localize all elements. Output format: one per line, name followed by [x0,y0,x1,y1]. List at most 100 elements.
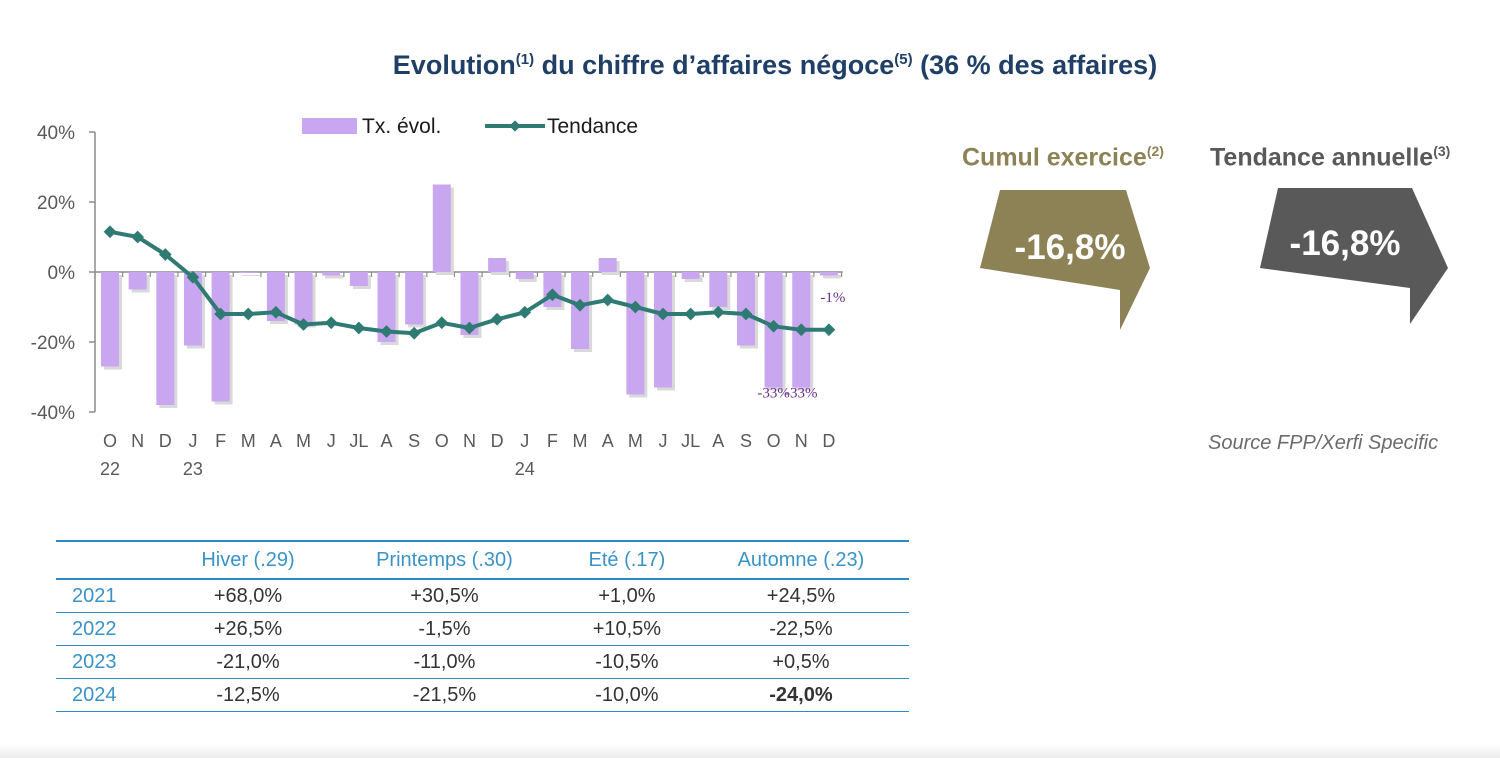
bar [405,272,424,325]
title-sup-2: (5) [894,51,913,68]
bar [377,272,396,342]
x-tick-label: J [188,431,197,451]
x-tick-label: J [327,431,336,451]
x-tick-label: M [573,431,588,451]
bar [128,272,147,290]
bar [156,272,175,405]
x-tick-label: O [767,431,781,451]
title-part-1: Evolution [392,50,516,80]
chart-title: Evolution(1) du chiffre d’affaires négoc… [0,50,1500,81]
tendance-label-sup: (3) [1433,143,1451,159]
trend-point [352,321,366,335]
legend-bar-swatch [302,118,357,134]
x-tick-label: M [628,431,643,451]
title-part-2: du chiffre d’affaires négoce [534,50,895,80]
cumul-arrow-icon [980,190,1150,330]
bar [183,272,202,346]
x-tick-label: J [520,431,529,451]
bar [239,272,258,273]
bar [598,258,617,272]
tendance-label-text: Tendance annuelle [1210,143,1434,172]
table-cell: -11,0% [328,645,561,679]
y-tick-label: 40% [37,123,75,144]
bar [709,272,728,307]
x-tick-label: N [795,431,808,451]
bar-shadow [822,275,841,279]
trend-point [380,325,393,338]
x-tick-label: F [215,431,226,451]
cumul-exercice-label: Cumul exercice(2) [962,143,1164,172]
legend-line-marker [509,120,521,132]
x-tick-label: O [103,431,117,451]
data-label: -1% [820,290,845,306]
table-cell: -10,0% [560,678,693,712]
table-row: 2021 +68,0% +30,5% +1,0% +24,5% [56,579,909,613]
trend-point [103,225,117,239]
table-row: 2024 -12,5% -21,5% -10,0% -24,0% [56,678,909,712]
table-row-year: 2021 [56,579,168,613]
trend-point [324,316,338,330]
table-row: 2022 +26,5% -1,5% +10,5% -22,5% [56,612,909,646]
table-cell: -24,0% [692,678,909,712]
bar [515,272,534,279]
trend-point [463,321,476,335]
x-tick-label: O [435,431,449,451]
cumul-value: -16,8% [1014,228,1126,267]
x-tick-label: S [408,431,420,451]
trend-point [684,307,698,321]
x-tick-label: N [463,431,476,451]
table-cell: -21,5% [328,678,561,712]
seasonal-table: Hiver (.29) Printemps (.30) Eté (.17) Au… [56,540,909,712]
x-tick-label: M [241,431,256,451]
bar [460,272,479,335]
bar [654,272,672,388]
tendance-value: -16,8% [1289,224,1401,263]
bar [432,184,451,272]
y-tick-label: 20% [37,193,75,214]
x-tick-label: J [659,431,668,451]
table-cell: +26,5% [168,612,329,646]
title-part-3: (36 % des affaires) [912,50,1158,80]
title-sup-1: (1) [515,51,535,68]
table-cell: +68,0% [168,579,329,613]
bar [681,272,700,279]
table-cell: +24,5% [692,579,909,613]
table-cell: -21,0% [168,645,329,679]
tendance-arrow-icon [1260,188,1448,324]
table-cell: +30,5% [328,579,561,613]
bar-shadow [325,275,344,279]
x-tick-label: JL [681,431,700,451]
trend-point [186,270,200,284]
trend-point [297,318,310,331]
cumul-label-sup: (2) [1146,143,1164,159]
trend-point [407,326,421,340]
table-header-empty [56,540,168,580]
trend-point [131,230,145,244]
table-cell: -1,5% [328,612,561,646]
trend-point [822,323,836,337]
bar [349,272,368,286]
x-year-label: 22 [100,459,120,479]
trend-point [158,248,172,261]
y-tick-label: -40% [31,403,75,424]
table-header-row: Hiver (.29) Printemps (.30) Eté (.17) Au… [56,540,909,580]
tendance-annuelle-label: Tendance annuelle(3) [1210,143,1450,172]
bar [819,272,838,276]
table-header-hiver: Hiver (.29) [168,540,329,580]
table-row-year: 2023 [56,645,168,679]
x-tick-label: A [602,431,614,451]
bar [211,272,230,402]
bar [266,272,285,321]
table-cell: +1,0% [560,579,693,613]
cumul-label-text: Cumul exercice [962,143,1147,172]
table-cell: -22,5% [692,612,909,646]
x-year-label: 24 [515,459,535,479]
legend-line-label: Tendance [547,115,638,138]
table-header-ete: Eté (.17) [560,540,693,580]
x-tick-label: D [491,431,504,451]
footer-bar [0,744,1500,758]
trend-point [601,293,615,307]
bar [101,272,119,367]
x-year-label: 23 [183,459,203,479]
